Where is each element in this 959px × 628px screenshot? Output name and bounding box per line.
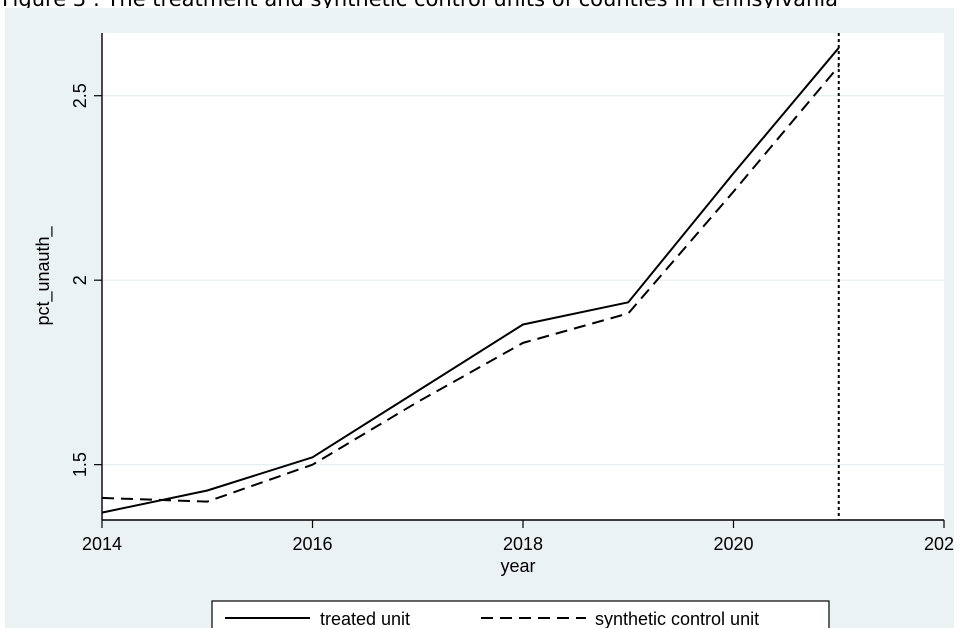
chart-area: 2014 2016 2018 2020 2022 1.5 2 2.5 year pct_un…	[5, 8, 954, 628]
x-tick-label: 2022	[924, 534, 954, 554]
x-tick-label: 2014	[82, 534, 122, 554]
legend: treated unit synthetic control unit	[211, 600, 830, 628]
x-tick-label: 2020	[713, 534, 753, 554]
y-tick-label: 1.5	[70, 452, 90, 477]
x-tick-label: 2018	[503, 534, 543, 554]
y-tick-label: 2	[70, 275, 90, 285]
legend-label-treated: treated unit	[320, 609, 410, 628]
x-axis-label: year	[500, 556, 535, 576]
plot-background	[102, 33, 944, 520]
y-axis-label: pct_unauth_	[33, 225, 54, 325]
series-line-treated	[101, 47, 840, 514]
x-tick-label: 2016	[292, 534, 332, 554]
figure-caption: Figure 3 : The treatment and synthetic c…	[2, 0, 957, 12]
legend-box	[211, 600, 830, 628]
legend-label-synthetic: synthetic control unit	[595, 609, 759, 628]
series-line-synthetic	[101, 65, 840, 503]
y-tick-label: 2.5	[70, 83, 90, 108]
line-chart: 2014 2016 2018 2020 2022 1.5 2 2.5 year pct_un…	[33, 33, 954, 628]
